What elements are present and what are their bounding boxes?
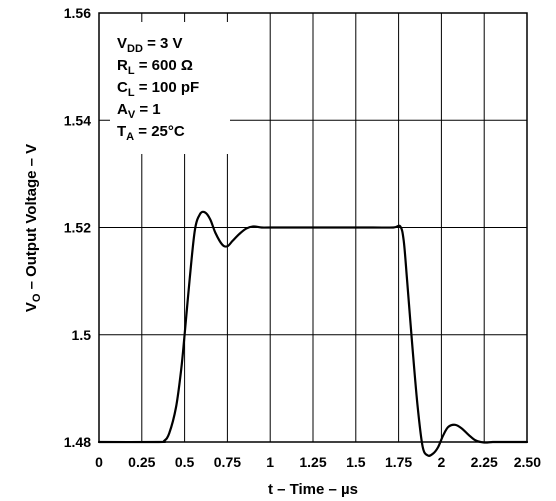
condition-symbol: V xyxy=(117,35,127,52)
condition-subscript: DD xyxy=(127,43,143,55)
y-tick-label: 1.48 xyxy=(64,434,91,450)
y-tick-labels: 1.48 1.5 1.52 1.54 1.56 xyxy=(64,5,91,450)
condition-symbol: R xyxy=(117,57,128,74)
condition-value: = 600 Ω xyxy=(135,57,193,74)
conditions-background xyxy=(110,22,230,154)
x-tick-label: 1 xyxy=(266,454,274,470)
x-tick-label: 1.5 xyxy=(346,454,366,470)
condition-value: = 25°C xyxy=(134,123,185,140)
x-tick-label: 0.25 xyxy=(128,454,155,470)
x-tick-label: 0 xyxy=(95,454,103,470)
condition-subscript: L xyxy=(128,87,135,99)
x-tick-label: 2.25 xyxy=(471,454,498,470)
condition-symbol: C xyxy=(117,79,128,96)
y-tick-label: 1.5 xyxy=(72,327,92,343)
x-tick-label: 1.75 xyxy=(385,454,412,470)
x-tick-label: 0.75 xyxy=(214,454,241,470)
y-axis-title-sub: O xyxy=(31,293,43,302)
condition-value: = 3 V xyxy=(143,35,183,52)
x-tick-labels: 0 0.25 0.5 0.75 1 1.25 1.5 1.75 2 2.25 2.50 xyxy=(95,454,541,470)
output-voltage-line xyxy=(97,210,529,457)
condition-subscript: L xyxy=(128,65,135,77)
plot-frame xyxy=(98,12,528,443)
y-axis-title-main: V xyxy=(23,302,40,312)
x-tick-label: 2.50 xyxy=(514,454,541,470)
x-tick-label: 0.5 xyxy=(175,454,195,470)
condition-subscript: A xyxy=(126,131,134,143)
condition-value: = 1 xyxy=(135,101,160,118)
x-axis-title: t – Time – µs xyxy=(268,481,358,498)
x-tick-label: 2 xyxy=(438,454,446,470)
y-tick-label: 1.54 xyxy=(64,112,91,128)
condition-symbol: A xyxy=(117,101,128,118)
condition-value: = 100 pF xyxy=(135,79,200,96)
condition-line: CL = 100 pF xyxy=(117,79,199,99)
y-tick-label: 1.56 xyxy=(64,5,91,21)
condition-symbol: T xyxy=(117,123,126,140)
condition-line: RL = 600 Ω xyxy=(117,57,193,77)
y-axis-title-rest: – Output Voltage – V xyxy=(23,144,40,294)
condition-subscript: V xyxy=(128,109,136,121)
condition-line: TA = 25°C xyxy=(117,123,185,143)
x-tick-label: 1.25 xyxy=(299,454,326,470)
y-axis-title: VO – Output Voltage – V xyxy=(23,144,43,312)
condition-line: VDD = 3 V xyxy=(117,35,183,55)
y-tick-label: 1.52 xyxy=(64,220,91,236)
condition-line: AV = 1 xyxy=(117,101,161,121)
